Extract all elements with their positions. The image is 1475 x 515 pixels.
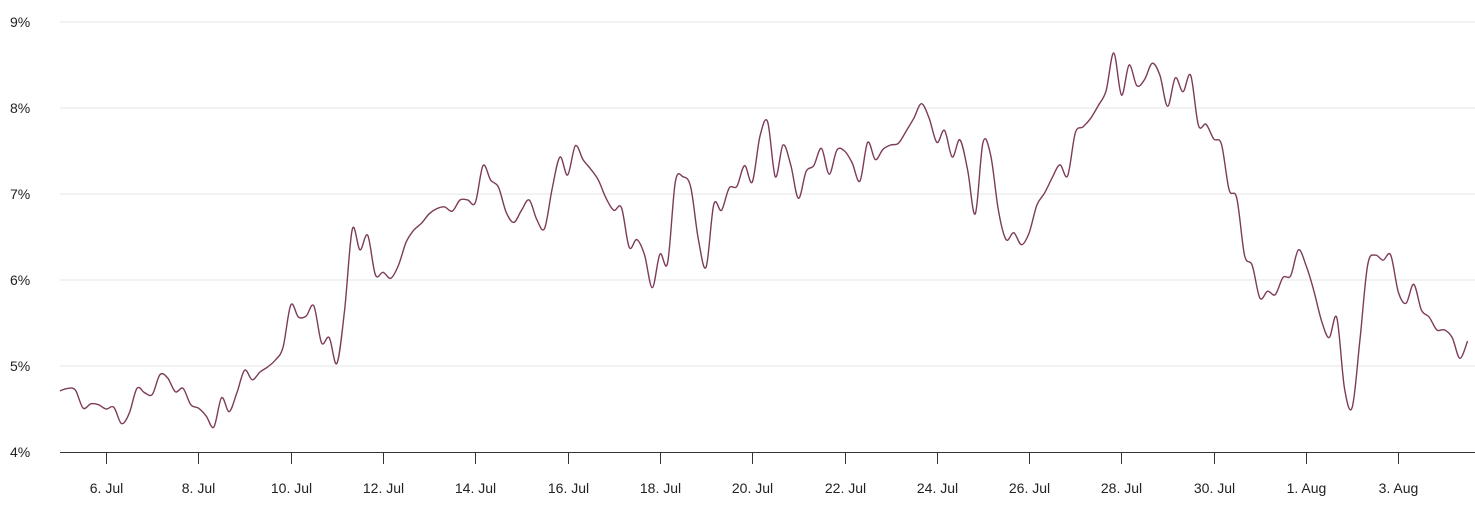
x-tick-label: 1. Aug <box>1287 480 1327 496</box>
x-tick-label: 30. Jul <box>1194 480 1235 496</box>
x-tick-label: 28. Jul <box>1101 480 1142 496</box>
x-tick-label: 3. Aug <box>1379 480 1419 496</box>
y-tick-label: 4% <box>10 444 30 460</box>
y-tick-label: 9% <box>10 14 30 30</box>
gridlines <box>60 21 1475 367</box>
x-tick-label: 24. Jul <box>917 480 958 496</box>
x-axis: 6. Jul 8. Jul 10. Jul 12. Jul 14. Jul 16. Jul… <box>60 452 1475 496</box>
x-tick-label: 12. Jul <box>363 480 404 496</box>
y-tick-label: 8% <box>10 100 30 116</box>
series-group <box>59 52 1469 429</box>
y-axis: 4% 5% 6% 7% 8% 9% <box>10 14 30 460</box>
x-tick-label: 6. Jul <box>90 480 123 496</box>
y-tick-label: 5% <box>10 358 30 374</box>
x-tick-label: 22. Jul <box>825 480 866 496</box>
x-tick-label: 26. Jul <box>1009 480 1050 496</box>
y-tick-label: 6% <box>10 272 30 288</box>
x-tick-label: 10. Jul <box>271 480 312 496</box>
x-tick-label: 18. Jul <box>640 480 681 496</box>
x-tick-label: 20. Jul <box>732 480 773 496</box>
x-tick-label: 14. Jul <box>455 480 496 496</box>
series-line <box>59 52 1469 429</box>
y-tick-label: 7% <box>10 186 30 202</box>
x-tick-label: 16. Jul <box>548 480 589 496</box>
x-tick-label: 8. Jul <box>182 480 215 496</box>
